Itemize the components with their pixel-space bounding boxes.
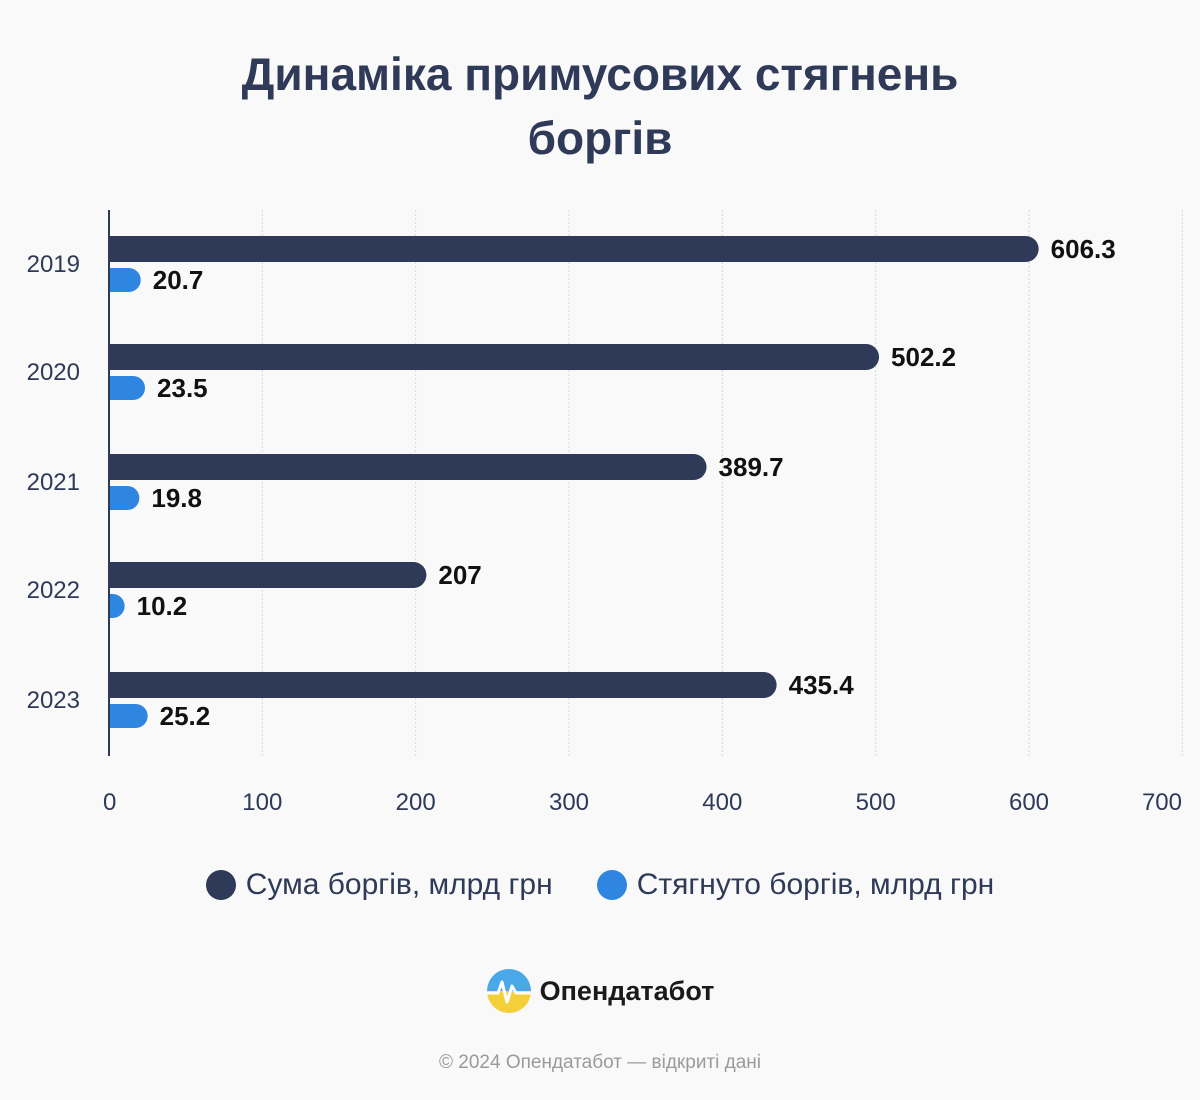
bars [109, 236, 1039, 728]
legend: Сума боргів, млрд грн Стягнуто боргів, м… [0, 868, 1200, 902]
y-category-label-2021: 2021 [27, 469, 80, 496]
y-category-label-2020: 2020 [27, 359, 80, 386]
x-tick-label-500: 500 [856, 789, 896, 816]
data-label-2023-series-2: 25.2 [160, 701, 211, 731]
x-tick-label-200: 200 [396, 789, 436, 816]
y-category-label-2022: 2022 [27, 577, 80, 604]
chart-title: Динаміка примусових стягнень боргів [0, 42, 1200, 170]
footer-copyright: © 2024 Опендатабот — відкриті дані [439, 1052, 761, 1073]
data-label-2021-series-2: 19.8 [151, 483, 202, 513]
y-category-label-2023: 2023 [27, 687, 80, 714]
brand-name: Опендатабот [539, 975, 715, 1006]
bar-2019-series-1 [109, 236, 1039, 262]
bar-chart: 606.3 20.7 502.2 23.5 389.7 19.8 207 10.2 435.4 2… [27, 210, 1183, 816]
brand: Опендатабот [0, 968, 1200, 1014]
chart-title-line-1: Динаміка примусових стягнень [241, 48, 959, 100]
legend-label-series-2: Стягнуто боргів, млрд грн [636, 868, 995, 901]
bar-2022-series-2 [109, 594, 125, 618]
data-label-2020-series-1: 502.2 [891, 342, 956, 372]
legend-item-series-1: Сума боргів, млрд грн [205, 868, 553, 902]
data-label-2021-series-1: 389.7 [719, 452, 784, 482]
data-label-2023-series-1: 435.4 [789, 670, 855, 700]
bar-2020-series-1 [109, 344, 880, 370]
x-tick-label-600: 600 [1009, 789, 1049, 816]
bar-2023-series-2 [109, 704, 148, 728]
data-labels: 606.3 20.7 502.2 23.5 389.7 19.8 207 10.2 435.4 2… [137, 234, 1116, 731]
x-tick-label-0: 0 [103, 789, 116, 816]
bar-2023-series-1 [109, 672, 777, 698]
bar-2020-series-2 [109, 376, 146, 400]
opendatabot-logo-icon [486, 969, 531, 1013]
legend-item-series-2: Стягнуто боргів, млрд грн [596, 868, 995, 902]
data-label-2020-series-2: 23.5 [157, 373, 208, 403]
x-tick-label-700: 700 [1142, 789, 1182, 816]
grid-lines [261, 210, 1183, 756]
legend-dot-series-2 [596, 870, 627, 900]
legend-dot-series-1 [205, 870, 236, 900]
bar-2022-series-1 [109, 562, 427, 588]
legend-label-series-1: Сума боргів, млрд грн [245, 868, 553, 901]
x-tick-label-100: 100 [242, 789, 282, 816]
bar-2019-series-2 [109, 268, 141, 292]
data-label-2019-series-2: 20.7 [153, 265, 204, 295]
x-tick-label-300: 300 [549, 789, 589, 816]
axes: 0 100 200 300 400 500 600 700 2019 2020 2021 2022 20… [27, 210, 1182, 816]
bar-2021-series-2 [109, 486, 140, 510]
x-tick-label-400: 400 [702, 789, 742, 816]
chart-title-line-2: боргів [527, 112, 673, 164]
y-category-label-2019: 2019 [27, 251, 80, 278]
data-label-2022-series-1: 207 [438, 560, 481, 590]
data-label-2019-series-1: 606.3 [1051, 234, 1116, 264]
bar-2021-series-1 [109, 454, 707, 480]
data-label-2022-series-2: 10.2 [137, 591, 188, 621]
